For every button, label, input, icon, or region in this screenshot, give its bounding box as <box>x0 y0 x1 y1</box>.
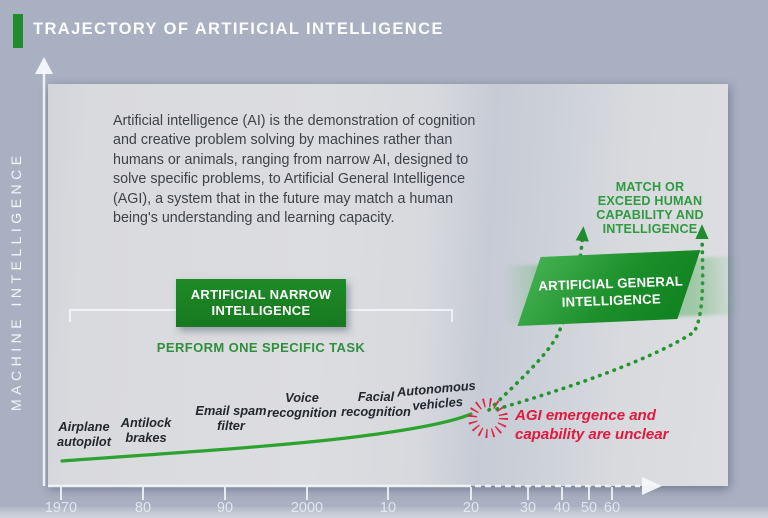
milestone-label: Email spam filter <box>195 403 267 433</box>
y-axis-arrow-icon <box>35 57 53 74</box>
milestone-label: Voice recognition <box>267 390 337 420</box>
x-tick-label: 2000 <box>290 500 324 516</box>
x-axis-ticks <box>60 487 613 500</box>
milestone-label: Airplane autopilot <box>56 419 112 449</box>
x-tick-label: 80 <box>134 500 152 516</box>
x-tick-label: 60 <box>603 500 621 516</box>
bottom-edge-highlight <box>0 507 768 518</box>
x-tick-label: 20 <box>462 500 480 516</box>
x-tick-label: 40 <box>553 500 571 516</box>
y-axis-label: MACHINE INTELLIGENCE <box>8 151 24 411</box>
x-tick-label: 30 <box>519 500 537 516</box>
title-accent-bar <box>13 14 23 48</box>
intro-paragraph: Artificial intelligence (AI) is the demo… <box>113 113 476 227</box>
milestone-label: Antilock brakes <box>120 415 172 445</box>
milestone-label: Facial recognition <box>341 389 411 419</box>
ani-caption: PERFORM ONE SPECIFIC TASK <box>156 340 366 355</box>
agi-warning-text: AGI emergence and capability are unclear <box>515 407 669 443</box>
ani-title-box: ARTIFICIAL NARROW INTELLIGENCE <box>176 279 346 327</box>
agi-goal-text: MATCH OR EXCEED HUMAN CAPABILITY AND INT… <box>596 180 704 236</box>
x-tick-label: 1970 <box>44 500 78 516</box>
x-tick-label: 50 <box>580 500 598 516</box>
x-tick-label: 90 <box>216 500 234 516</box>
agi-title-label: ARTIFICIAL GENERAL INTELLIGENCE <box>538 273 684 310</box>
x-tick-label: 10 <box>379 500 397 516</box>
page-title: TRAJECTORY OF ARTIFICIAL INTELLIGENCE <box>33 20 444 38</box>
